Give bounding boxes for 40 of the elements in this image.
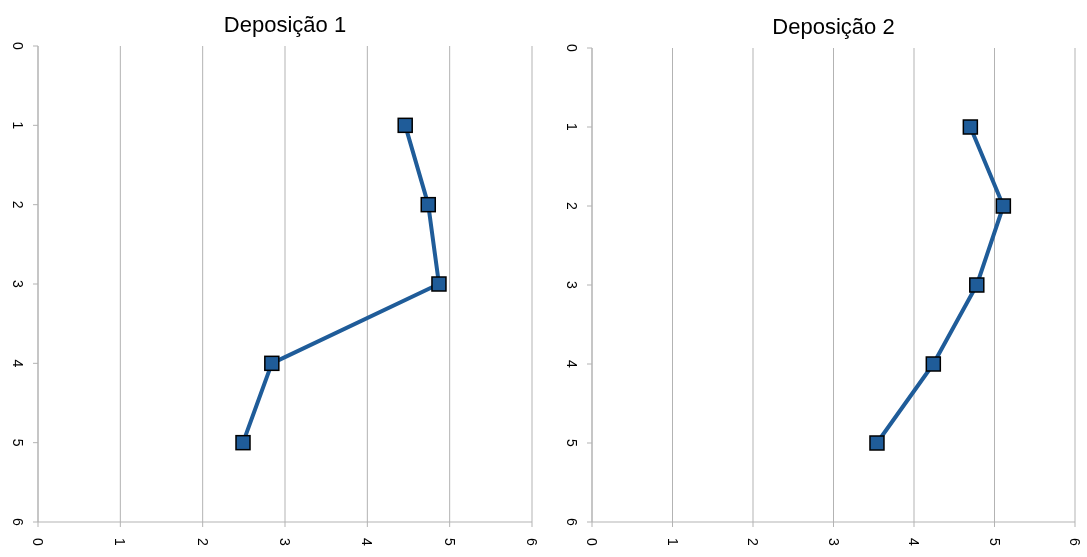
y-tick-label: 5 — [564, 439, 580, 448]
y-tick-label: 4 — [10, 359, 26, 368]
x-tick-label: 3 — [277, 538, 293, 547]
x-tick-label: 3 — [825, 538, 842, 547]
x-tick-label: 0 — [30, 538, 46, 547]
point — [995, 198, 1012, 214]
x-tick-label: 4 — [906, 538, 922, 547]
x-tick-label: 1 — [664, 538, 681, 547]
chart-title: Deposição 1 — [223, 12, 347, 37]
x-tick-label: 1 — [112, 538, 129, 547]
y-tick-label: 3 — [10, 280, 26, 289]
x-tick-label: 0 — [584, 538, 600, 547]
y-tick-label: 3 — [564, 281, 580, 290]
point — [925, 356, 942, 372]
y-tick-label: 6 — [564, 518, 580, 527]
x-tick-label: 2 — [745, 538, 761, 547]
point — [264, 355, 280, 372]
y-tick-label: 0 — [10, 42, 26, 51]
y-tick-label: 2 — [564, 202, 580, 211]
y-tick-label: 5 — [10, 438, 26, 447]
x-tick-label: 5 — [986, 538, 1003, 547]
x-tick-label: 6 — [1067, 538, 1083, 547]
y-tick-label: 2 — [10, 200, 26, 209]
chart-title: Deposição 2 — [772, 14, 895, 39]
y-tick-label: 4 — [564, 360, 580, 369]
y-tick-label: 1 — [10, 121, 26, 130]
point — [869, 435, 885, 451]
x-tick-label: 5 — [441, 538, 458, 547]
point — [969, 277, 985, 293]
point — [431, 276, 447, 292]
point — [397, 117, 413, 134]
y-tick-label: 0 — [564, 44, 580, 53]
point — [962, 119, 979, 135]
point — [235, 434, 251, 451]
x-tick-label: 6 — [524, 538, 540, 547]
point — [420, 196, 437, 213]
x-tick-label: 4 — [359, 538, 376, 547]
x-tick-label: 2 — [194, 538, 211, 547]
y-tick-label: 6 — [10, 518, 26, 527]
y-tick-label: 1 — [564, 123, 580, 132]
